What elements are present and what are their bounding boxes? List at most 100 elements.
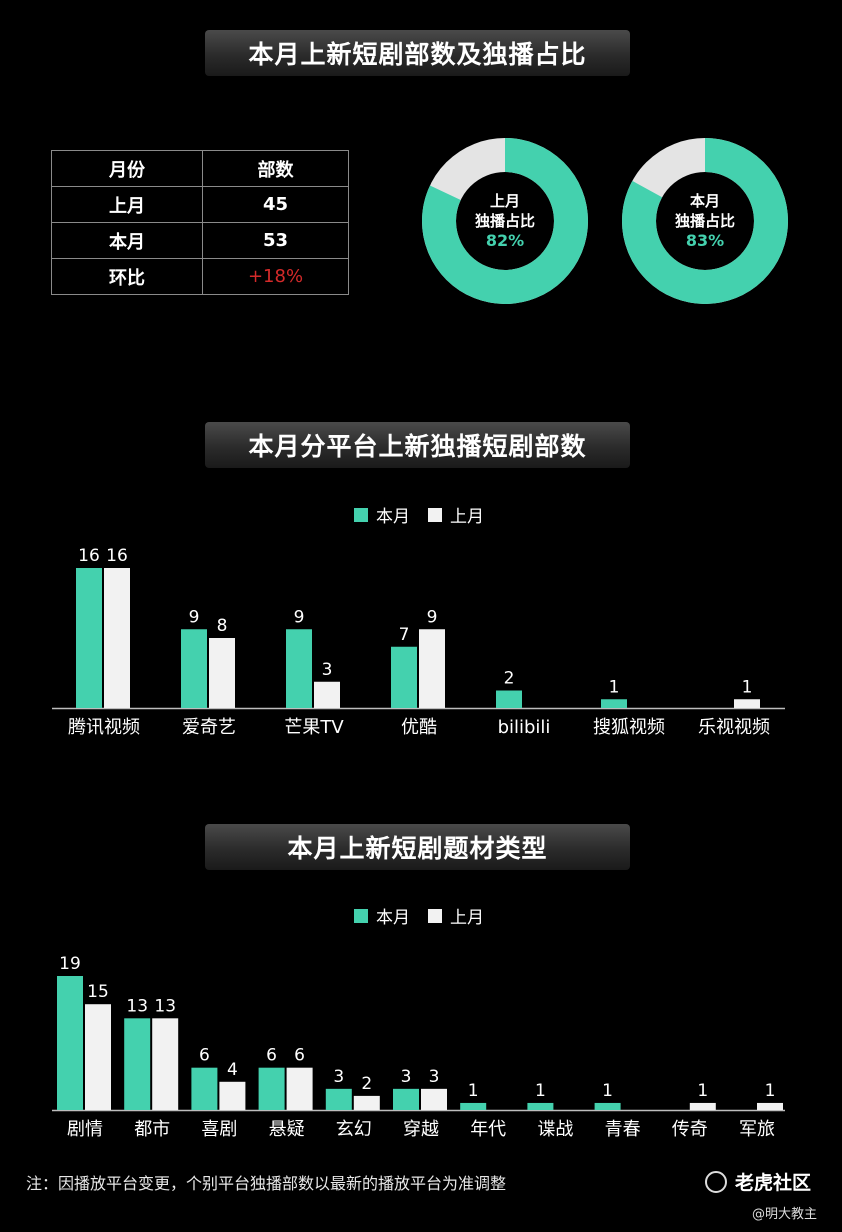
donut-percent: 82% [485,231,525,250]
community-logo-icon [705,1170,727,1193]
table-cell-label: 本月 [51,222,203,259]
bar-last-month [419,629,445,708]
bar-this-month [594,1102,621,1110]
donut-percent: 83% [685,231,725,250]
data-label: 9 [294,607,305,627]
bar-last-month [734,699,760,708]
data-label: 6 [294,1046,305,1066]
donut-line2: 独播占比 [674,212,735,230]
data-label: 1 [765,1081,776,1101]
donut-line1: 上月 [489,192,520,210]
data-label: 3 [429,1067,440,1087]
bar-last-month [152,1018,179,1110]
donut-line2: 独播占比 [474,212,535,230]
category-label: 年代 [470,1119,506,1140]
bar-this-month [496,690,522,708]
data-label: 1 [468,1081,479,1101]
data-label: 1 [609,677,620,697]
data-label: 7 [399,625,410,645]
data-label: 4 [227,1060,238,1080]
data-label: 16 [78,546,100,566]
data-label: 19 [59,954,81,974]
bar-this-month [258,1067,285,1110]
growth-value: +18% [202,258,349,295]
category-label: 军旅 [739,1119,775,1140]
data-label: 3 [322,660,333,680]
data-label: 1 [697,1081,708,1101]
data-label: 3 [401,1067,412,1087]
category-label: 优酷 [401,717,437,738]
data-label: 13 [126,996,148,1016]
table-cell-label: 环比 [51,258,203,295]
donut-value-arc [422,138,588,304]
bar-this-month [191,1067,218,1110]
data-label: 2 [504,669,515,689]
author-handle: @明大教主 [752,1207,818,1222]
data-label: 9 [427,607,438,627]
table-row: 本月 53 [51,222,349,259]
bar-this-month [325,1088,352,1110]
donut-line1: 本月 [689,192,720,210]
donut-last-month: 上月 独播占比 82% [422,138,588,304]
category-label: bilibili [498,717,551,738]
section-title-genre: 本月上新短剧题材类型 [205,824,630,870]
donut-label: 本月 独播占比 83% [622,138,788,304]
bar-last-month [104,568,130,708]
table-header-row: 月份 部数 [51,150,349,187]
category-label: 谍战 [537,1119,573,1140]
category-label: 芒果TV [284,717,344,738]
watermark-logo: 老虎社区 [705,1168,811,1195]
bar-this-month [391,646,417,708]
donut-this-month: 本月 独播占比 83% [622,138,788,304]
category-label: 乐视视频 [698,717,770,738]
bar-this-month [393,1088,419,1110]
category-label: 喜剧 [201,1119,237,1140]
category-label: 搜狐视频 [593,717,665,738]
bar-last-month [421,1088,447,1110]
donut-value-arc [622,138,788,304]
data-label: 8 [217,616,228,636]
bar-this-month [286,629,312,708]
section-title-overview: 本月上新短剧部数及独播占比 [205,30,630,76]
data-label: 16 [106,546,128,566]
bar-last-month [286,1067,313,1110]
legend-genre: 本月 上月 [354,903,502,928]
data-label: 3 [333,1067,344,1087]
bar-this-month [124,1018,151,1110]
legend-swatch-last-month [428,507,442,522]
bar-this-month [527,1102,554,1110]
category-label: 腾讯视频 [68,717,140,738]
category-label: 青春 [605,1119,641,1140]
data-label: 1 [535,1081,546,1101]
bar-this-month [181,629,207,708]
data-label: 2 [361,1074,372,1094]
table-row: 上月 45 [51,186,349,223]
bar-last-month [353,1095,380,1110]
legend-swatch-last-month [428,908,442,923]
legend-swatch-this-month [354,507,368,522]
section-title-platform: 本月分平台上新独播短剧部数 [205,422,630,468]
donut-ring [622,138,788,304]
legend-item-last-month: 上月 [428,903,484,928]
data-label: 15 [87,982,109,1002]
table-cell-label: 上月 [51,186,203,223]
category-label: 都市 [134,1119,170,1140]
bar-last-month [209,638,235,708]
legend-label: 上月 [450,908,484,928]
donut-label: 上月 独播占比 82% [422,138,588,304]
bar-this-month [57,976,83,1110]
data-label: 9 [189,607,200,627]
table-header-count: 部数 [202,150,349,187]
bar-last-month [85,1004,111,1110]
table-row: 环比 +18% [51,258,349,295]
footnote: 注：因播放平台变更，个别平台独播部数以最新的播放平台为准调整 [26,1174,507,1193]
legend-item-this-month: 本月 [354,903,410,928]
bar-this-month [76,568,102,708]
category-label: 剧情 [67,1119,103,1140]
donut-ring [422,138,588,304]
category-label: 玄幻 [336,1119,372,1140]
legend-label: 上月 [450,507,484,527]
table-cell-value: 45 [202,186,349,223]
legend-item-last-month: 上月 [428,502,484,527]
